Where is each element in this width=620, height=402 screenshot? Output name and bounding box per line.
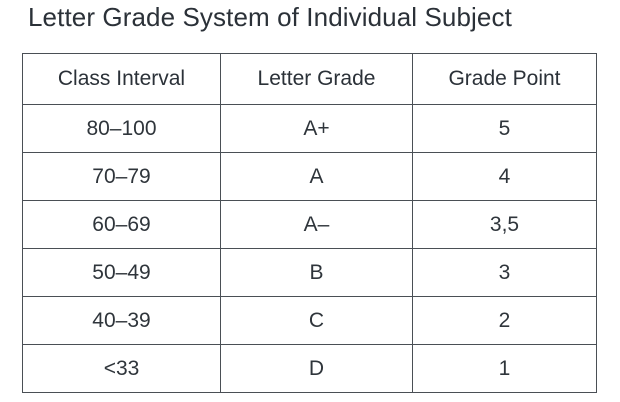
- table-row: <33 D 1: [22, 344, 597, 393]
- header-letter-grade: Letter Grade: [220, 53, 413, 105]
- header-class-interval: Class Interval: [22, 53, 221, 105]
- class-interval-cell: 50–49: [22, 248, 221, 297]
- table-header: Class Interval Letter Grade Grade Point: [22, 53, 597, 105]
- table-row: 80–100 A+ 5: [22, 104, 597, 153]
- class-interval-cell: 80–100: [22, 104, 221, 153]
- class-interval-cell: 60–69: [22, 200, 221, 249]
- grade-point-cell: 3,5: [412, 200, 597, 249]
- grade-point-cell: 2: [412, 296, 597, 345]
- header-grade-point: Grade Point: [412, 53, 597, 105]
- table-row: 40–39 C 2: [22, 296, 597, 345]
- class-interval-cell: 40–39: [22, 296, 221, 345]
- grade-point-cell: 4: [412, 152, 597, 201]
- grade-table: Class Interval Letter Grade Grade Point …: [22, 53, 597, 393]
- class-interval-cell: <33: [22, 344, 221, 393]
- header-row: Class Interval Letter Grade Grade Point: [22, 53, 597, 105]
- letter-grade-cell: C: [220, 296, 413, 345]
- table-body: 80–100 A+ 5 70–79 A 4 60–69 A– 3,5 50–49…: [22, 104, 597, 393]
- table-row: 70–79 A 4: [22, 152, 597, 201]
- letter-grade-cell: D: [220, 344, 413, 393]
- page-title: Letter Grade System of Individual Subjec…: [28, 2, 512, 32]
- grade-point-cell: 1: [412, 344, 597, 393]
- letter-grade-cell: B: [220, 248, 413, 297]
- letter-grade-cell: A: [220, 152, 413, 201]
- table-row: 50–49 B 3: [22, 248, 597, 297]
- table-row: 60–69 A– 3,5: [22, 200, 597, 249]
- grade-point-cell: 5: [412, 104, 597, 153]
- letter-grade-cell: A+: [220, 104, 413, 153]
- class-interval-cell: 70–79: [22, 152, 221, 201]
- letter-grade-cell: A–: [220, 200, 413, 249]
- grade-point-cell: 3: [412, 248, 597, 297]
